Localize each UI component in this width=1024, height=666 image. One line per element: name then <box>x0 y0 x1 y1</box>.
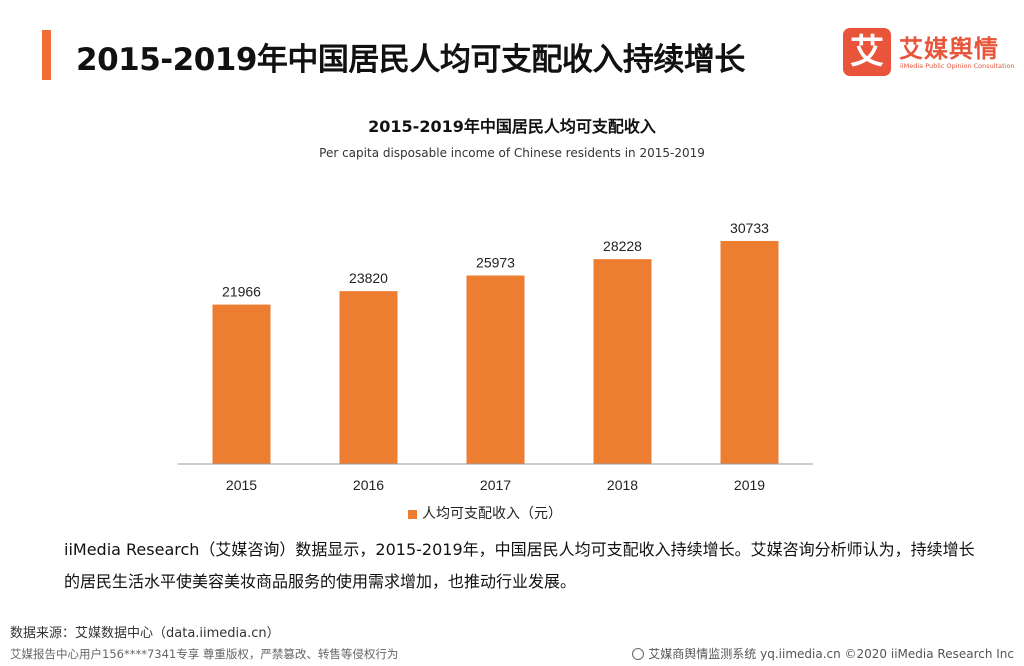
x-tick-2015: 2015 <box>226 477 257 493</box>
x-tick-2017: 2017 <box>480 477 511 493</box>
data-label-2015: 21966 <box>222 284 261 300</box>
data-source: 数据来源：艾媒数据中心（data.iimedia.cn） <box>10 626 280 641</box>
footer-credit-text: 艾媒商舆情监测系统 yq.iimedia.cn ©2020 iiMedia Re… <box>648 647 1014 661</box>
logo: 艾 艾媒舆情 iiMedia Public Opinion Consultati… <box>843 28 1015 80</box>
data-label-2017: 25973 <box>476 255 515 271</box>
title-accent-bar <box>42 30 51 80</box>
chart-title: 2015-2019年中国居民人均可支配收入 <box>368 117 656 136</box>
bar-2015 <box>212 304 271 464</box>
data-label-2018: 28228 <box>603 238 642 254</box>
footer-credit: 艾媒商舆情监测系统 yq.iimedia.cn ©2020 iiMedia Re… <box>632 645 1014 662</box>
footer-copyright-notice: 艾媒报告中心用户156****7341专享 尊重版权，严禁篡改、转售等侵权行为 <box>10 647 399 661</box>
bar-2019 <box>720 240 779 464</box>
logo-name: 艾媒舆情 <box>899 35 999 63</box>
data-label-2016: 23820 <box>349 270 388 286</box>
bar-2018 <box>593 259 652 464</box>
logo-mark-icon: 艾 <box>843 28 891 76</box>
chart-legend: 人均可支配收入（元） <box>408 503 562 523</box>
data-label-2019: 30733 <box>730 220 769 236</box>
monitor-system-icon <box>632 648 645 660</box>
summary-text: iiMedia Research（艾媒咨询）数据显示，2015-2019年，中国… <box>64 540 975 591</box>
legend-label: 人均可支配收入（元） <box>422 506 562 522</box>
page-title: 2015-2019年中国居民人均可支配收入持续增长 <box>76 42 745 78</box>
chart-subtitle: Per capita disposable income of Chinese … <box>319 146 705 160</box>
logo-tagline: iiMedia Public Opinion Consultation <box>900 62 1015 70</box>
x-tick-2019: 2019 <box>734 477 765 493</box>
bar-2016 <box>339 291 398 464</box>
x-tick-2016: 2016 <box>353 477 384 493</box>
bar-2017 <box>466 275 525 464</box>
x-tick-2018: 2018 <box>607 477 638 493</box>
legend-swatch <box>408 509 417 519</box>
